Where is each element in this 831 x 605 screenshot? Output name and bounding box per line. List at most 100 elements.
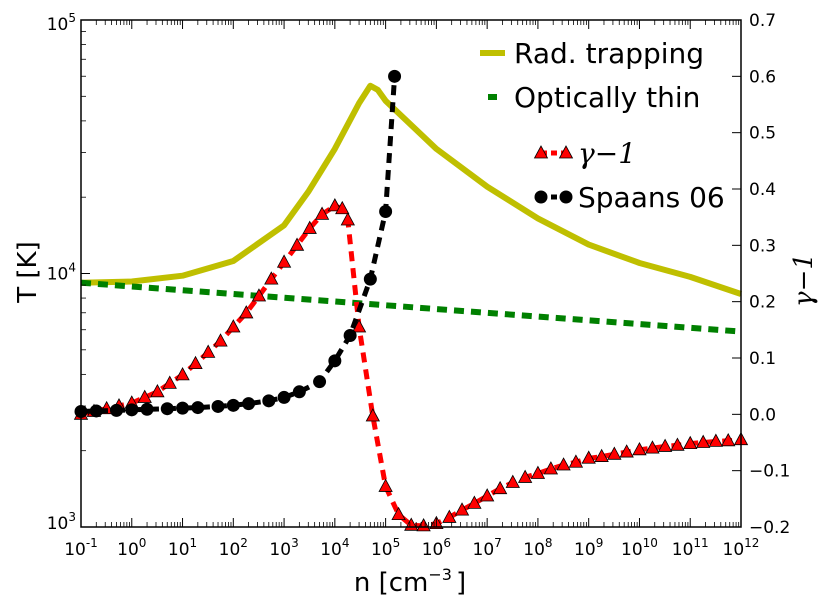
y-right-tick-label-7: 0.5 [749,124,776,144]
gamma-point-17 [289,237,305,251]
spaans-point-9 [226,398,240,412]
legend-marker [534,190,548,204]
y-right-tick-label-9: 0.7 [749,11,776,31]
gamma-point-50 [696,434,711,448]
gamma-point-12 [226,319,241,333]
legend-label: γ−1 [578,137,636,170]
spaans-point-10 [242,397,256,411]
y-right-tick-label-2: 0.0 [749,405,776,425]
legend-item-3: Spaans 06 [534,181,725,214]
gamma-point-22 [340,212,355,226]
spaans-point-3 [125,403,139,417]
gamma-point-34 [492,480,508,495]
spaans-point-2 [109,403,123,417]
gamma-point-16 [276,254,292,268]
spaans-point-7 [191,401,205,415]
spaans-point-14 [313,375,327,389]
gamma-point-44 [619,444,634,458]
spaans-point-12 [277,390,291,404]
spaans-point-5 [160,402,174,416]
gamma-point-5 [137,389,152,403]
series-line-0 [80,82,742,297]
gamma-point-47 [657,438,673,452]
gamma-point-42 [594,448,609,462]
gamma-point-49 [683,435,698,450]
gamma-point-20 [327,198,343,212]
gamma-point-38 [543,461,559,475]
x-tick-label-5: 104 [320,536,349,560]
x-tick-label-8: 107 [473,536,502,560]
series-line-2 [80,203,742,529]
gamma-point-46 [645,440,660,454]
spaans-point-8 [211,399,225,413]
gamma-point-48 [670,437,685,451]
x-tick-label-2: 101 [168,536,197,560]
gamma-point-14 [251,288,267,302]
gamma-point-36 [517,469,533,483]
gamma-point-7 [162,375,177,389]
y-right-tick-label-0: −0.2 [749,518,790,538]
y-left-axis-label: T [K] [13,241,43,303]
y-right-tick-label-5: 0.3 [749,236,776,256]
x-tick-label-12: 1011 [672,536,709,560]
spaans-point-1 [89,404,103,418]
legend-item-2: γ−1 [533,137,636,170]
y-left-tick-label-2: 105 [47,11,76,35]
legend-marker [558,145,574,159]
series-line-1 [80,279,742,335]
legend: Rad. trapping Optically thin γ−1 Spaans 06 [480,37,725,214]
legend-item-1: Optically thin [488,81,700,114]
gamma-point-18 [302,220,317,234]
x-tick-label-4: 103 [269,536,298,560]
y-right-tick-label-8: 0.6 [749,67,776,87]
x-tick-label-0: 10-1 [64,536,98,560]
x-tick-label-11: 1010 [621,536,658,560]
y-left-tick-label-0: 103 [47,510,76,534]
gamma-point-40 [568,454,584,468]
spaans-point-6 [176,401,190,415]
y-right-tick-label-6: 0.4 [749,180,776,200]
gamma-point-19 [314,206,330,220]
spaans-point-13 [292,385,306,399]
spaans-point-19 [388,69,402,83]
legend-label: Optically thin [514,81,700,114]
spaans-point-16 [343,328,357,342]
gamma-point-37 [530,465,546,479]
x-tick-label-7: 106 [422,536,451,560]
gamma-point-10 [201,344,216,358]
gamma-point-28 [416,518,431,532]
legend-label: Rad. trapping [514,37,704,70]
spaans-point-17 [363,272,377,286]
gamma-point-9 [188,355,203,370]
series-layer [73,69,749,532]
gamma-point-30 [442,509,457,523]
spaans-point-15 [328,354,342,368]
gamma-point-33 [479,488,495,502]
y-right-axis-label: γ−1 [789,253,819,307]
x-tick-label-13: 1012 [723,536,760,560]
gamma-point-15 [264,271,279,285]
ticks-layer: 10-1 100 101 102 103 104 105 106 107 108 109 1010 10… [47,11,791,560]
legend-marker [559,190,573,204]
gamma-point-43 [607,446,622,460]
gamma-point-35 [505,474,520,488]
legend-marker [533,145,549,159]
gamma-point-24 [365,408,381,422]
y-right-tick-label-1: −0.1 [749,462,790,482]
spaans-point-11 [262,394,276,408]
gamma-point-11 [213,333,228,347]
gamma-point-51 [708,433,724,447]
y-right-tick-label-4: 0.2 [749,293,776,313]
spaans-point-18 [379,205,393,219]
legend-label: Spaans 06 [578,181,725,214]
gamma-point-26 [391,506,406,521]
gamma-point-41 [581,450,596,464]
spaans-point-4 [140,402,154,416]
x-tick-label-6: 105 [371,536,400,560]
gamma-point-32 [467,495,482,509]
gamma-point-21 [335,200,350,215]
y-right-tick-label-3: 0.1 [749,349,776,369]
gamma-point-8 [175,367,190,381]
gamma-point-39 [556,457,571,471]
